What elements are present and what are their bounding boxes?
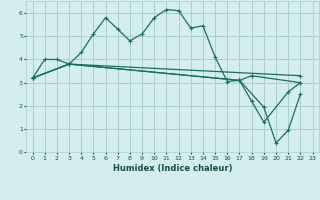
X-axis label: Humidex (Indice chaleur): Humidex (Indice chaleur): [113, 164, 232, 173]
